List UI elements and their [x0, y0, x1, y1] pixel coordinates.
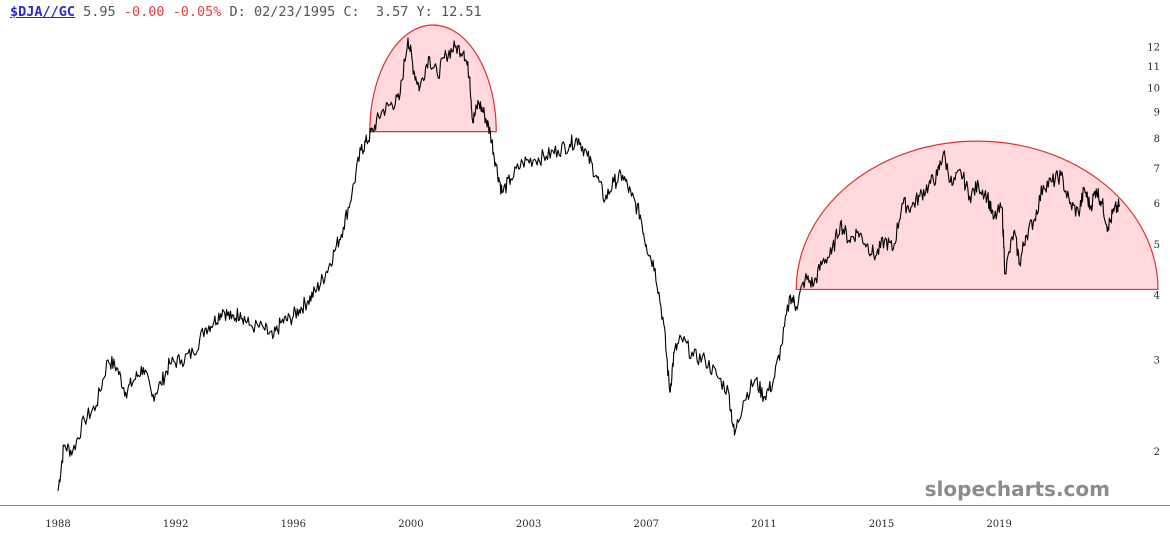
y-tick-label: 11: [1147, 62, 1160, 73]
y-tick-label: 5: [1154, 240, 1160, 251]
y-tick-label: 2: [1154, 447, 1160, 458]
watermark: slopecharts.com: [925, 477, 1110, 501]
x-tick-label: 2011: [751, 519, 776, 530]
date-value: 02/23/1995: [253, 4, 336, 20]
y-tick-label: 4: [1154, 291, 1160, 302]
annotation-layer: [369, 24, 1159, 291]
x-tick-label: 1992: [163, 519, 188, 530]
last-value: 5.95: [83, 4, 116, 20]
y-tick-label: 9: [1154, 107, 1160, 118]
x-tick-label: 2007: [634, 519, 659, 530]
series-line-1: [57, 37, 1121, 491]
chart-header: $DJA//GC 5.95 -0.00 -0.05% D: 02/23/1995…: [10, 4, 482, 20]
x-tick-label: 2015: [869, 519, 894, 530]
x-tick-label: 2003: [516, 519, 541, 530]
y-label: Y:: [416, 4, 433, 20]
series-layer: [57, 37, 1121, 491]
y-tick-label: 7: [1154, 164, 1160, 175]
x-tick-label: 1988: [45, 519, 70, 530]
y-tick-label: 10: [1147, 84, 1160, 95]
y-tick-label: 6: [1154, 199, 1160, 210]
x-tick-label: 2019: [986, 519, 1011, 530]
change-percent: -0.05%: [172, 4, 222, 20]
y-tick-label: 3: [1154, 355, 1160, 366]
half-dome-annotation-1[interactable]: [369, 24, 497, 133]
y-tick-label: 8: [1154, 134, 1160, 145]
y-tick-label: 12: [1147, 43, 1160, 54]
date-label: D:: [229, 4, 246, 20]
x-tick-label: 1996: [281, 519, 306, 530]
change-value: -0.00: [123, 4, 165, 20]
x-tick-label: 2000: [398, 519, 423, 530]
half-dome-annotation-2[interactable]: [795, 140, 1159, 291]
close-value: 3.57: [375, 4, 409, 20]
x-axis: 1988 1992 1996 2000 2003 2007 2011 2015 2019: [45, 519, 1012, 530]
close-label: C:: [343, 4, 360, 20]
ticker-symbol[interactable]: $DJA//GC: [10, 4, 76, 20]
y-axis: 2 3 4 5 6 7 8 9 10 11 12: [1147, 43, 1160, 458]
y-value: 12.51: [440, 4, 482, 20]
